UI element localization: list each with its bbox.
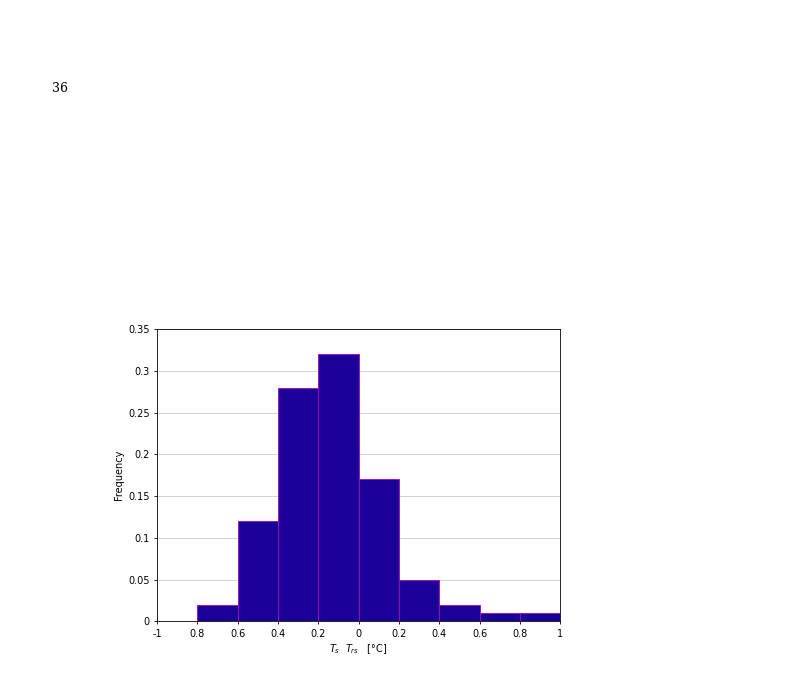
X-axis label: $T_s$  $T_{rs}$   [°C]: $T_s$ $T_{rs}$ [°C] <box>330 642 388 655</box>
Bar <box>359 479 399 621</box>
Text: 36: 36 <box>52 81 69 94</box>
Bar <box>439 604 480 621</box>
Bar <box>238 521 278 621</box>
Y-axis label: Frequency: Frequency <box>114 450 124 500</box>
Bar <box>197 604 238 621</box>
Bar <box>278 388 318 621</box>
Bar <box>399 580 439 621</box>
Bar <box>520 613 560 621</box>
Bar <box>318 354 359 621</box>
Bar <box>480 613 520 621</box>
